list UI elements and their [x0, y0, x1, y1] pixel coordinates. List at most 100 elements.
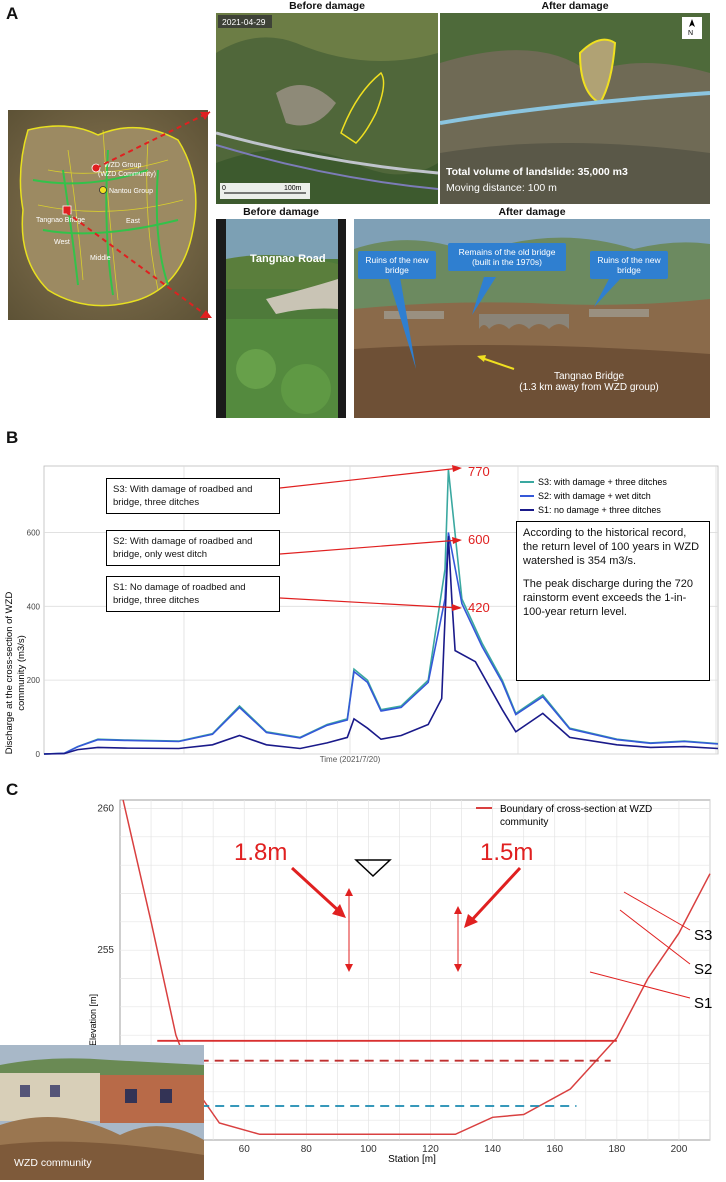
watershed-map-svg: WZD Group (WZD Community) Nantou Group T… [8, 110, 208, 320]
cross-section-x-tick-label: 60 [239, 1144, 251, 1155]
wzd-community-photo: WZD community [0, 1045, 204, 1180]
cross-section-x-tick-label: 160 [546, 1144, 563, 1155]
legend-s3: S3: with damage + three ditches [538, 477, 667, 487]
arrow-to-landslide [95, 111, 211, 169]
depth-bar-2-top [454, 906, 462, 914]
hydrograph-chart: 0 200 400 600 Discharge at the cross-sectio… [4, 464, 719, 764]
watershed-boundary [19, 125, 197, 307]
photo-after-title: After damage [541, 0, 609, 12]
map-label-wzd: WZD Group [104, 162, 141, 169]
panel-b-letter: B [6, 428, 19, 447]
callout-new-bridge-left: Ruins of the new bridge [358, 251, 436, 279]
photo-before-title: Before damage [289, 0, 365, 12]
depth-pointer-1-head [332, 904, 346, 918]
cross-section-x-tick-label: 200 [671, 1144, 688, 1155]
scenario-box-s1: S1: No damage of roadbed and bridge, thr… [106, 576, 280, 612]
landslide-volume: Total volume of landslide: 35,000 m3 [446, 166, 628, 178]
tangnao-bridge-label: Tangnao Bridge (1.3 km away from WZD gro… [494, 371, 684, 393]
photo-road-before-title: Before damage [243, 206, 319, 218]
label-s3: S3 [694, 927, 712, 944]
cross-section-frame [119, 799, 711, 1141]
pointer-s2-head [452, 537, 462, 544]
map-label-middle: Middle [90, 255, 111, 262]
cross-section-xlabel: Station [m] [388, 1154, 436, 1165]
hydrograph-y-tick-label: 600 [27, 528, 41, 537]
tangnao-bridge-distance: (1.3 km away from WZD group) [519, 382, 659, 393]
pointer-s3-head [452, 465, 462, 472]
cross-section-x-tick-label: 140 [484, 1144, 501, 1155]
wzd-photo-label: WZD community [14, 1157, 92, 1169]
photo-before-svg: 2021-04-29 0 100m [216, 13, 438, 204]
cross-section-y-tick-label: 260 [97, 804, 114, 815]
panel-c-letter: C [6, 780, 19, 799]
arrow-to-bridge [65, 211, 211, 319]
map-label-east: East [126, 218, 140, 225]
legend-s2: S2: with damage + wet ditch [538, 491, 651, 501]
photo-bridge-after: Ruins of the new bridge Remains of the o… [354, 219, 710, 418]
pointer-s2 [279, 539, 461, 555]
label-pointer-s1 [589, 971, 691, 999]
tangnao-bridge-name: Tangnao Bridge [553, 371, 625, 382]
depth-pointer-1 [290, 866, 342, 914]
legend-s1: S1: no damage + three ditches [538, 505, 661, 515]
scale-end: 100m [284, 185, 302, 192]
callout-new-bridge-right: Ruins of the new bridge [590, 251, 668, 279]
return-level-note: According to the historical record, the … [516, 521, 710, 681]
moving-distance: Moving distance: 100 m [446, 182, 557, 194]
cross-section-boundary [122, 799, 711, 1136]
cross-section-x-tick-label: 80 [301, 1144, 313, 1155]
peak-label-s1: 420 [468, 600, 490, 615]
series-s2-line [43, 532, 719, 755]
depth-bar-1-bottom [345, 964, 353, 972]
photo-road-svg [216, 219, 346, 418]
hydrograph-series [43, 469, 719, 755]
north-label: N [688, 30, 693, 37]
hydrograph-xlabel: Time (2021/7/20) [320, 755, 381, 764]
hydrograph-y-ticks: 0 200 400 600 [27, 528, 41, 759]
tangnao-bridge-marker [62, 205, 72, 215]
arrow-head-bottom [200, 310, 212, 318]
water-surface-symbol [354, 859, 392, 878]
photo-after-svg: N [440, 13, 710, 204]
hydrograph-y-tick-label: 200 [27, 676, 41, 685]
pointer-s3 [279, 467, 461, 489]
river-network [32, 149, 179, 296]
cross-section-ylabel: Elevation [m] [88, 994, 98, 1046]
map-label-nantou: Nantou Group [109, 188, 153, 195]
pointer-s1 [279, 597, 461, 609]
scale-zero: 0 [222, 185, 226, 192]
tangnao-road-label: Tangnao Road [250, 253, 326, 265]
cross-section-x-tick-label: 100 [360, 1144, 377, 1155]
label-s2: S2 [694, 961, 712, 978]
series-s1-line [43, 536, 719, 755]
hydrograph-y-tick-label: 0 [36, 750, 41, 759]
cross-section-y-tick-label: 255 [97, 945, 114, 956]
peak-label-s2: 600 [468, 532, 490, 547]
cross-section-x-tick-label: 180 [608, 1144, 625, 1155]
north-arrow-icon [689, 19, 695, 27]
scenario-box-s2: S2: With damage of roadbed and bridge, o… [106, 530, 280, 566]
sub-basin-lines [37, 129, 184, 301]
callout-pointers [388, 277, 622, 369]
label-pointer-s2 [619, 909, 691, 965]
hydrograph-y-tick-label: 400 [27, 602, 41, 611]
watershed-map: WZD Group (WZD Community) Nantou Group T… [8, 110, 208, 320]
depth-label-2: 1.5m [480, 839, 533, 866]
photo-date: 2021-04-29 [222, 17, 266, 27]
photo-road-before: Tangnao Road [216, 219, 346, 418]
depth-bar-1-top [345, 888, 353, 896]
scenario-box-s3: S3: With damage of roadbed and bridge, t… [106, 478, 280, 514]
map-link-arrows [65, 111, 212, 319]
callout-old-bridge: Remains of the old bridge (built in the … [448, 243, 566, 271]
cross-section-legend-line2: community [500, 817, 548, 828]
depth-pointer-2-head [464, 914, 478, 928]
peak-label-s3: 770 [468, 464, 490, 479]
arrow-head-top [200, 112, 210, 120]
label-s1: S1 [694, 995, 712, 1012]
map-label-west: West [54, 239, 70, 246]
photo-before-landslide: 2021-04-29 0 100m [216, 13, 438, 204]
hydrograph-ylabel-2: community (m3/s) [16, 635, 27, 710]
hydrograph-ylabel-1: Discharge at the cross-section of WZD [4, 592, 15, 755]
return-level-note-2: The peak discharge during the 720 rainst… [523, 578, 694, 618]
panel-a-letter: A [6, 4, 19, 23]
